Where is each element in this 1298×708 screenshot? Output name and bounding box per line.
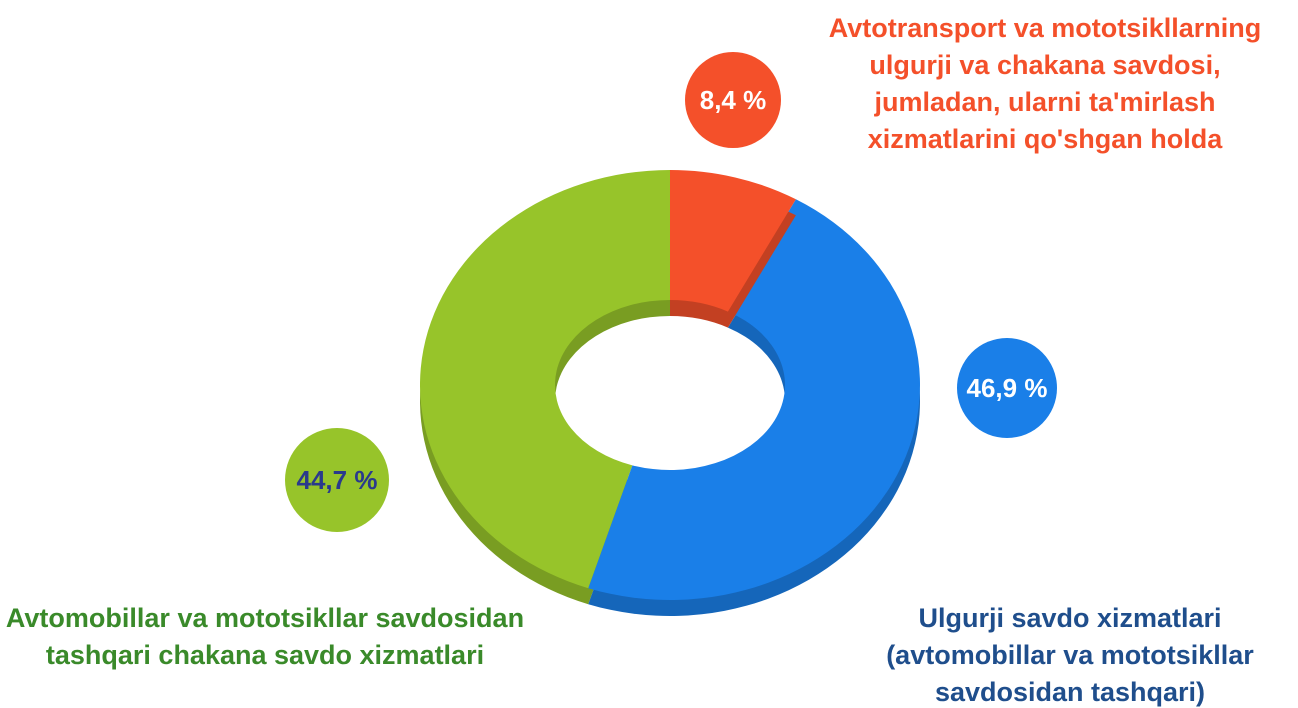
donut-slice <box>420 170 670 605</box>
category-label: Avtotransport va mototsikllarning ulgurj… <box>828 13 1262 154</box>
value-label: 44,7 % <box>297 465 378 495</box>
donut-slice <box>670 170 796 328</box>
value-bubble <box>957 338 1057 438</box>
value-label: 8,4 % <box>700 85 767 115</box>
slice-top <box>670 170 796 312</box>
value-bubble <box>285 428 389 532</box>
donut-slice <box>588 199 920 616</box>
value-label: 46,9 % <box>967 373 1048 403</box>
slice-top <box>588 199 920 600</box>
value-bubble <box>685 52 781 148</box>
category-label: Ulgurji savdo xizmatlari (avtomobillar v… <box>886 603 1254 707</box>
slice-top <box>420 170 670 589</box>
category-label: Avtomobillar va mototsikllar savdosidan … <box>5 603 525 670</box>
